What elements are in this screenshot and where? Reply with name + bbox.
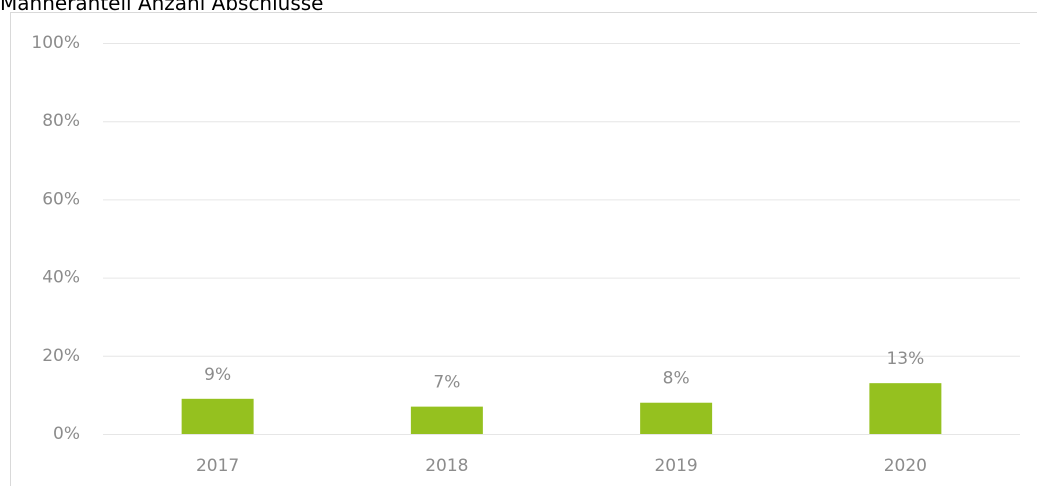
y-tick-label: 20% <box>42 346 80 366</box>
x-tick-label: 2017 <box>196 456 239 476</box>
data-label: 9% <box>204 365 231 385</box>
y-tick-label: 60% <box>42 189 80 209</box>
data-label: 13% <box>886 349 924 369</box>
x-tick-label: 2020 <box>884 456 927 476</box>
bar <box>640 402 713 434</box>
y-tick-label: 0% <box>53 424 80 444</box>
chart-title: Männeranteil Anzahl Abschlüsse <box>0 0 324 15</box>
data-label: 7% <box>433 373 460 393</box>
bar <box>869 383 942 434</box>
x-tick-label: 2019 <box>654 456 697 476</box>
y-tick-label: 100% <box>31 33 80 53</box>
bar <box>181 398 254 434</box>
data-label: 8% <box>663 369 690 389</box>
chart-frame <box>10 12 1037 486</box>
y-tick-label: 80% <box>42 111 80 131</box>
x-tick-label: 2018 <box>425 456 468 476</box>
bar <box>410 406 483 434</box>
y-tick-label: 40% <box>42 268 80 288</box>
